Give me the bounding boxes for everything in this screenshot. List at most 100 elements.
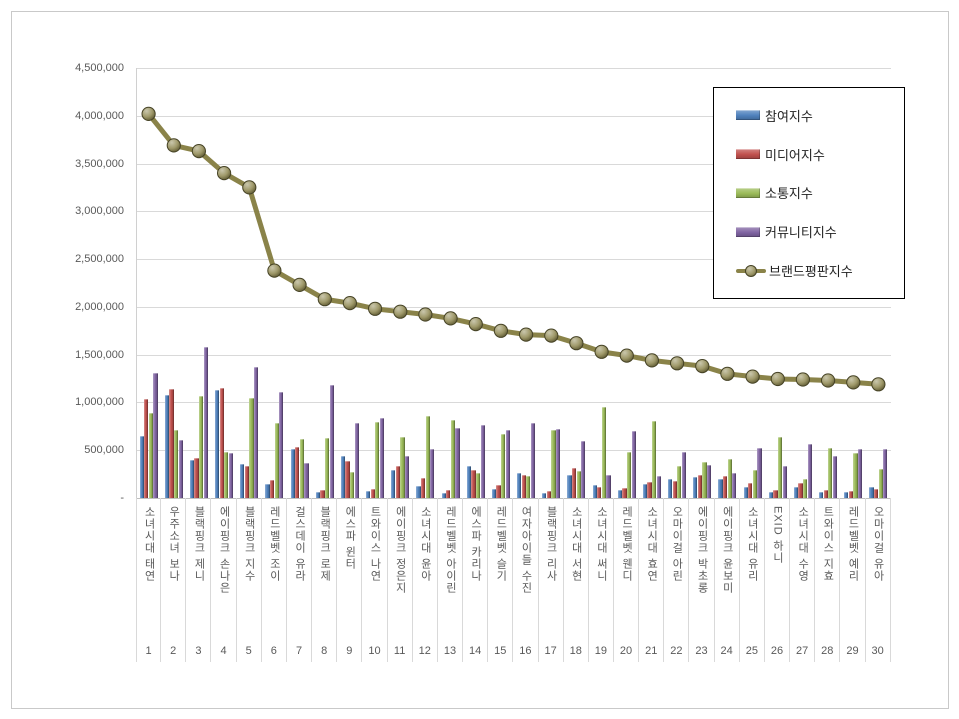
bar-소통지수 [752,470,757,498]
bar-미디어지수 [597,486,602,498]
rank-label: 3 [195,645,202,657]
line-marker [695,359,710,374]
category-cell: 소녀시대 윤아 12 [413,498,438,662]
rank-label: 17 [544,645,557,657]
y-axis-tick-label: 3,000,000 [75,205,124,218]
bar-참여지수 [743,487,748,498]
line-marker [141,106,156,122]
y-axis-tick-label: - [120,492,124,504]
line-marker [745,369,760,384]
bar-커뮤니티지수 [707,464,712,498]
bar-커뮤니티지수 [430,449,435,498]
bar-참여지수 [391,470,396,498]
category-cell: 오마이걸 유아 30 [866,498,891,662]
bar-소통지수 [828,448,833,498]
rank-label: 26 [770,645,784,657]
bar-커뮤니티지수 [606,475,611,498]
gridline [136,354,891,356]
category-label: 소녀시대 효연 [645,506,658,583]
y-axis-tick-label: 500,000 [84,444,124,457]
category-cell: 트와이스 지효 28 [815,498,841,662]
x-axis-line [136,498,891,499]
legend-item: 브랜드평판지수 [714,261,904,280]
bar-소통지수 [148,412,153,498]
rank-label: 7 [295,645,303,657]
bar-참여지수 [139,435,144,498]
bar-미디어지수 [546,491,551,498]
bar-참여지수 [567,475,572,498]
bar-소통지수 [777,436,783,498]
bar-참여지수 [869,487,874,498]
bar-소통지수 [677,465,682,498]
bar-참여지수 [164,394,169,498]
bar-커뮤니티지수 [153,372,158,498]
bar-소통지수 [274,423,279,498]
rank-label: 5 [245,645,252,657]
chart-canvas: - 500,000 1,000,000 1,500,000 2,000,000 2,500… [11,11,949,709]
category-label: 블랙핑크 제니 [192,506,205,583]
category-label: EXID 하니 [771,506,784,564]
bar-미디어지수 [697,475,702,498]
rank-label: 4 [220,645,227,657]
bar-커뮤니티지수 [757,448,762,498]
gridline [136,402,891,404]
category-label: 블랙핑크 지수 [243,506,256,583]
rank-label: 23 [695,645,708,657]
legend-label: 미디어지수 [765,147,825,163]
bar-미디어지수 [571,468,577,498]
rank-label: 20 [619,645,633,657]
y-axis-tick-label: 3,500,000 [75,157,124,170]
category-cell: 레드벨벳 조이 6 [262,498,287,662]
y-axis-line [136,68,137,498]
y-axis-tick-label: 2,000,000 [75,300,124,313]
line-marker [871,377,886,392]
rank-label: 28 [821,645,834,657]
bar-커뮤니티지수 [379,417,385,498]
bar-커뮤니티지수 [329,385,334,498]
bar-참여지수 [189,459,195,498]
bar-미디어지수 [622,488,627,498]
bar-커뮤니티지수 [228,453,234,498]
bar-미디어지수 [798,482,803,498]
category-cell: 블랙핑크 리사 17 [539,498,564,662]
rank-label: 14 [468,645,482,657]
bar-소통지수 [425,415,430,498]
bar-미디어지수 [345,460,350,498]
y-axis-tick-label: 4,000,000 [75,109,124,122]
line-marker [518,327,534,342]
category-label: 소녀시대 유리 [746,506,759,583]
category-cell: 레드벨벳 웬디 20 [614,498,640,662]
category-cell: 에스파 윈터 9 [337,498,363,662]
legend-label: 브랜드평판지수 [769,264,853,280]
y-axis-tick-label: 1,000,000 [75,396,124,409]
bar-소통지수 [853,453,858,498]
category-cell: 에이핑크 박초롱 23 [689,498,715,662]
bar-소통지수 [727,458,732,498]
legend-swatch-커뮤니티지수 [736,226,760,237]
line-marker [821,373,836,388]
bar-소통지수 [526,476,531,498]
category-label: 여자아이들 수진 [519,506,532,595]
bar-참여지수 [819,492,824,498]
bar-커뮤니티지수 [455,428,460,498]
rank-label: 11 [393,645,406,657]
category-label: 레드벨벳 웬디 [620,506,633,583]
rank-label: 12 [418,645,431,657]
legend-swatch-참여지수 [736,110,760,121]
category-label: 오마이걸 아린 [670,506,683,583]
rank-label: 21 [645,645,658,657]
category-cell: 우주소녀 보나 2 [161,498,187,662]
bar-참여지수 [215,390,220,498]
line-marker [795,372,811,387]
bar-참여지수 [517,473,522,498]
bar-미디어지수 [320,490,325,498]
bar-소통지수 [501,433,506,498]
category-label: 블랙핑크 리사 [545,506,558,583]
line-marker [217,166,232,181]
bar-참여지수 [542,493,547,498]
line-marker [670,356,685,371]
category-label: 레드벨벳 슬기 [494,506,507,583]
bar-미디어지수 [420,477,426,498]
category-cell: 레드벨벳 예리 29 [840,498,866,662]
category-label: 소녀시대 윤아 [419,506,432,583]
